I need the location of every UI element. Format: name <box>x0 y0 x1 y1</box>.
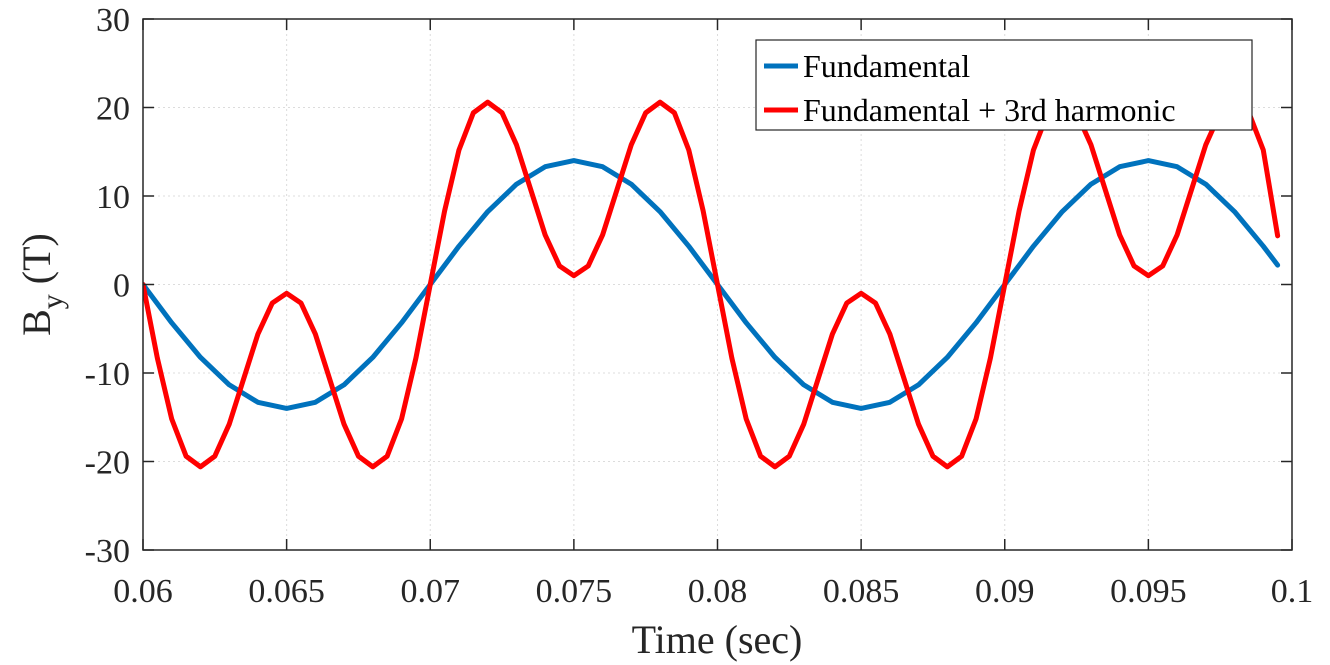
x-tick-label: 0.1 <box>1271 573 1314 610</box>
x-axis-label: Time (sec) <box>632 617 803 662</box>
x-tick-labels: 0.06 0.065 0.07 0.075 0.08 0.085 0.09 0.095 0.1 <box>113 573 1313 610</box>
legend-box <box>755 39 1253 131</box>
y-tick-label: 10 <box>96 179 130 216</box>
x-tick-label: 0.07 <box>401 573 461 610</box>
y-axis-label-main: B <box>14 309 59 336</box>
y-tick-label: 20 <box>96 91 130 128</box>
y-tick-labels: -30 -20 -10 0 10 20 30 <box>85 2 130 570</box>
x-tick-label: 0.065 <box>248 573 325 610</box>
x-tick-label: 0.08 <box>688 573 748 610</box>
y-axis-label-subscript: y <box>36 294 69 309</box>
tick-marks <box>142 18 1293 551</box>
legend-label-fundamental-3rd-harmonic: Fundamental + 3rd harmonic <box>803 92 1176 128</box>
x-tick-label: 0.085 <box>823 573 900 610</box>
y-tick-label: -30 <box>85 533 130 570</box>
y-tick-label: 30 <box>96 2 130 39</box>
y-axis-label-unit: (T) <box>14 233 59 284</box>
x-tick-label: 0.09 <box>975 573 1035 610</box>
x-tick-label: 0.095 <box>1110 573 1187 610</box>
y-axis-label: By (T) <box>14 233 69 336</box>
y-tick-label: 0 <box>113 268 130 305</box>
series-group <box>143 99 1281 470</box>
legend-label-fundamental: Fundamental <box>803 48 970 84</box>
legend: Fundamental Fundamental + 3rd harmonic <box>755 39 1253 131</box>
x-tick-label: 0.075 <box>536 573 613 610</box>
series-fundamental-3rd-harmonic-line <box>143 99 1281 470</box>
y-tick-label: -20 <box>85 445 130 482</box>
y-tick-label: -10 <box>85 356 130 393</box>
x-tick-label: 0.06 <box>113 573 173 610</box>
